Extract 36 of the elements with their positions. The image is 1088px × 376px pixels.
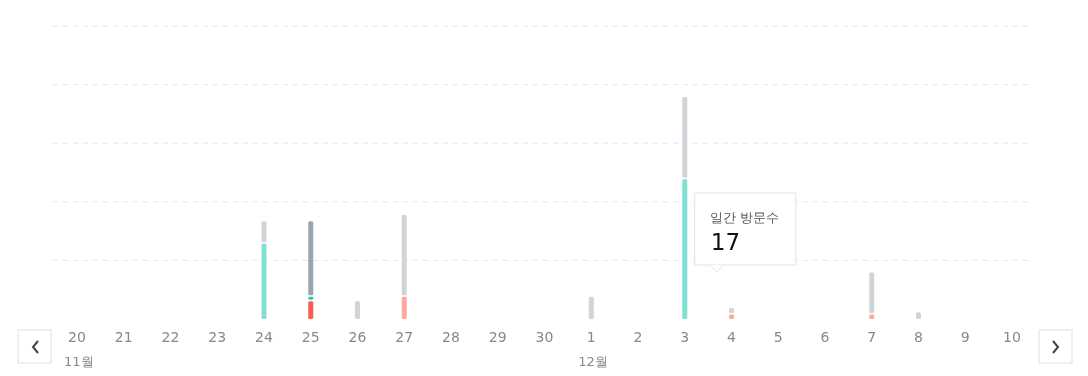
annotation: 17 [710, 229, 741, 255]
x-tick-label: 5 [773, 329, 783, 345]
bar [261, 243, 267, 319]
x-tick-label: 30 [535, 329, 554, 345]
x-tick-label: 10 [1003, 329, 1021, 345]
x-tick-label: 6 [820, 329, 830, 345]
bar [588, 296, 594, 319]
bar [261, 221, 267, 243]
x-tick-label: 3 [680, 329, 690, 345]
x-tick-label: 4 [727, 329, 737, 345]
bar [401, 214, 407, 296]
text: 11월 [64, 354, 94, 369]
bar [355, 301, 360, 319]
x-tick-label: 8 [914, 329, 923, 345]
tooltip: 일간 방문수 17 [694, 192, 797, 273]
bar [916, 312, 921, 319]
bar [869, 272, 875, 314]
x-tick-label: 28 [442, 329, 460, 345]
text: 12월 [578, 354, 608, 369]
x-tick-label: 25 [301, 329, 320, 345]
x-tick-label: 23 [208, 329, 227, 345]
x-tick-label: 2 [633, 329, 643, 345]
bar [682, 97, 688, 178]
x-tick-label: 22 [161, 329, 180, 345]
x-tick-label: 9 [960, 329, 970, 345]
x-tick-label: 27 [395, 329, 414, 345]
x-tick-label: 29 [488, 329, 507, 345]
x-tick-label: 24 [255, 329, 273, 345]
bar [682, 179, 688, 319]
annotation: 일간 방문수 [709, 210, 779, 225]
x-tick-label: 1 [586, 329, 596, 345]
x-tick-label: 21 [114, 329, 133, 345]
x-tick-label: 26 [348, 329, 367, 345]
bar [401, 296, 407, 319]
x-tick-label: 7 [867, 329, 877, 345]
x-tick-label: 20 [68, 329, 86, 345]
